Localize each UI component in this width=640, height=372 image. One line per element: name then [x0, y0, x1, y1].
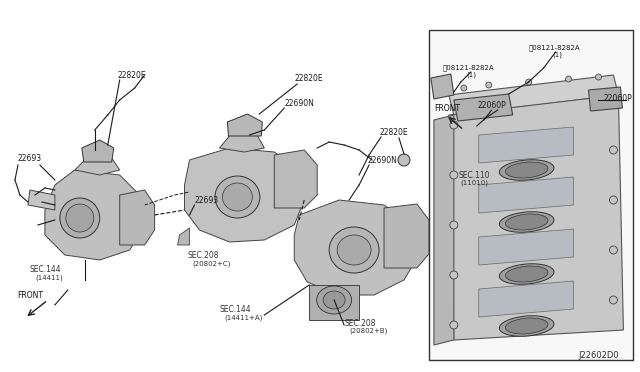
Circle shape	[609, 296, 618, 304]
Text: 22693: 22693	[18, 154, 42, 163]
Text: (1): (1)	[467, 72, 477, 78]
Text: 22820E: 22820E	[118, 71, 147, 80]
Text: 22060P: 22060P	[477, 100, 506, 109]
Circle shape	[398, 154, 410, 166]
Text: (14411): (14411)	[35, 275, 63, 281]
Ellipse shape	[66, 204, 94, 232]
Polygon shape	[220, 130, 264, 152]
Ellipse shape	[329, 227, 379, 273]
Polygon shape	[177, 228, 189, 245]
Circle shape	[609, 146, 618, 154]
Ellipse shape	[499, 316, 554, 336]
Ellipse shape	[506, 266, 548, 282]
Ellipse shape	[215, 176, 260, 218]
Text: FRONT: FRONT	[434, 103, 460, 112]
Polygon shape	[75, 155, 120, 175]
Polygon shape	[275, 150, 317, 208]
Text: SEC.110: SEC.110	[459, 170, 490, 180]
Polygon shape	[227, 114, 262, 136]
Polygon shape	[479, 127, 573, 163]
Polygon shape	[294, 200, 417, 295]
Text: 22820E: 22820E	[379, 128, 408, 137]
Circle shape	[609, 96, 618, 104]
Ellipse shape	[499, 212, 554, 232]
Ellipse shape	[506, 318, 548, 334]
Polygon shape	[384, 204, 429, 268]
Bar	[429, 30, 634, 360]
Polygon shape	[479, 281, 573, 317]
Polygon shape	[309, 285, 359, 320]
Text: SEC.144: SEC.144	[30, 266, 61, 275]
Polygon shape	[120, 190, 155, 245]
Polygon shape	[589, 87, 623, 111]
Polygon shape	[449, 95, 623, 340]
Circle shape	[609, 246, 618, 254]
Polygon shape	[449, 75, 618, 115]
Text: 22693: 22693	[195, 196, 219, 205]
Ellipse shape	[223, 183, 252, 211]
Circle shape	[609, 196, 618, 204]
Circle shape	[525, 79, 532, 85]
Circle shape	[450, 171, 458, 179]
Polygon shape	[479, 229, 573, 265]
Ellipse shape	[317, 286, 351, 314]
Text: (14411+A): (14411+A)	[225, 315, 263, 321]
Circle shape	[566, 76, 572, 82]
Circle shape	[486, 82, 492, 88]
Text: J22602D0: J22602D0	[579, 350, 619, 359]
Ellipse shape	[499, 264, 554, 284]
Ellipse shape	[499, 160, 554, 180]
Circle shape	[595, 74, 602, 80]
Text: SEC.208: SEC.208	[188, 251, 219, 260]
Circle shape	[450, 321, 458, 329]
Text: 22690N: 22690N	[367, 155, 397, 164]
Text: SEC.208: SEC.208	[344, 318, 376, 327]
Text: (1): (1)	[552, 52, 563, 58]
Text: Ⓑ08121-8282A: Ⓑ08121-8282A	[529, 45, 580, 51]
Polygon shape	[454, 94, 513, 121]
Polygon shape	[45, 170, 145, 260]
Polygon shape	[82, 140, 114, 162]
Circle shape	[450, 221, 458, 229]
Polygon shape	[431, 74, 454, 99]
Text: (11010): (11010)	[461, 180, 489, 186]
Text: 22060P: 22060P	[604, 93, 632, 103]
Polygon shape	[28, 190, 55, 210]
Text: Ⓑ08121-8282A: Ⓑ08121-8282A	[443, 65, 495, 71]
Ellipse shape	[60, 198, 100, 238]
Circle shape	[461, 85, 467, 91]
Circle shape	[450, 121, 458, 129]
Ellipse shape	[323, 291, 345, 309]
Text: 22690N: 22690N	[284, 99, 314, 108]
Text: FRONT: FRONT	[17, 291, 43, 299]
Polygon shape	[434, 115, 454, 345]
Text: (20802+C): (20802+C)	[193, 261, 231, 267]
Polygon shape	[184, 148, 304, 242]
Circle shape	[450, 271, 458, 279]
Ellipse shape	[506, 162, 548, 178]
Ellipse shape	[506, 214, 548, 230]
Text: SEC.144: SEC.144	[220, 305, 251, 314]
Text: 22820E: 22820E	[294, 74, 323, 83]
Ellipse shape	[337, 235, 371, 265]
Polygon shape	[479, 177, 573, 213]
Text: (20802+B): (20802+B)	[349, 328, 387, 334]
